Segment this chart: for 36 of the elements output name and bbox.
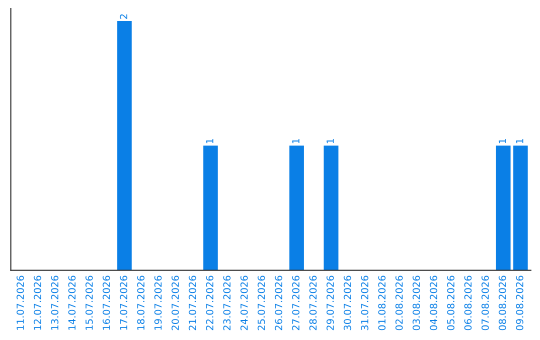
- x-tick-label: 17.07.2026: [120, 276, 128, 330]
- x-tick-label: 02.08.2026: [395, 276, 403, 330]
- x-tick-label: 08.08.2026: [498, 276, 506, 330]
- x-tick-label: 11.07.2026: [16, 276, 24, 330]
- x-tick-label: 01.08.2026: [378, 276, 386, 330]
- x-tick-label: 25.07.2026: [258, 276, 266, 330]
- x-tick-label: 12.07.2026: [34, 276, 42, 330]
- x-tick-label: 07.08.2026: [482, 276, 489, 330]
- data-label: 1: [206, 138, 214, 144]
- x-tick-label: 28.07.2026: [309, 276, 317, 330]
- x-tick-label: 19.07.2026: [154, 276, 162, 330]
- x-tick-label: 16.07.2026: [102, 276, 110, 330]
- x-tick-label: 03.08.2026: [412, 276, 420, 330]
- x-tick-label: 06.08.2026: [464, 276, 472, 330]
- x-tick-label: 22.07.2026: [206, 276, 214, 330]
- x-tick-label: 09.08.2026: [516, 276, 524, 330]
- x-tick-label: 04.08.2026: [430, 276, 438, 330]
- data-label: 1: [516, 138, 524, 144]
- x-tick-label: 18.07.2026: [137, 276, 144, 330]
- data-label: 1: [326, 138, 334, 144]
- x-tick-label: 15.07.2026: [85, 276, 93, 330]
- x-tick-label: 05.08.2026: [447, 276, 454, 330]
- x-tick-label: 31.07.2026: [360, 276, 368, 330]
- data-label: 1: [292, 138, 300, 144]
- x-tick-label: 13.07.2026: [51, 276, 58, 330]
- data-label: 1: [498, 138, 506, 144]
- x-tick-label: 20.07.2026: [172, 276, 179, 330]
- x-tick-label: 26.07.2026: [274, 276, 282, 330]
- x-tick-label: 21.07.2026: [188, 276, 196, 330]
- x-tick-label: 30.07.2026: [344, 276, 352, 330]
- data-label: 2: [120, 14, 128, 19]
- x-tick-label: 23.07.2026: [223, 276, 231, 330]
- x-tick-label: 14.07.2026: [68, 276, 76, 330]
- x-tick-label: 29.07.2026: [326, 276, 334, 330]
- x-tick-label: 24.07.2026: [240, 276, 248, 330]
- x-tick-label: 27.07.2026: [292, 276, 300, 330]
